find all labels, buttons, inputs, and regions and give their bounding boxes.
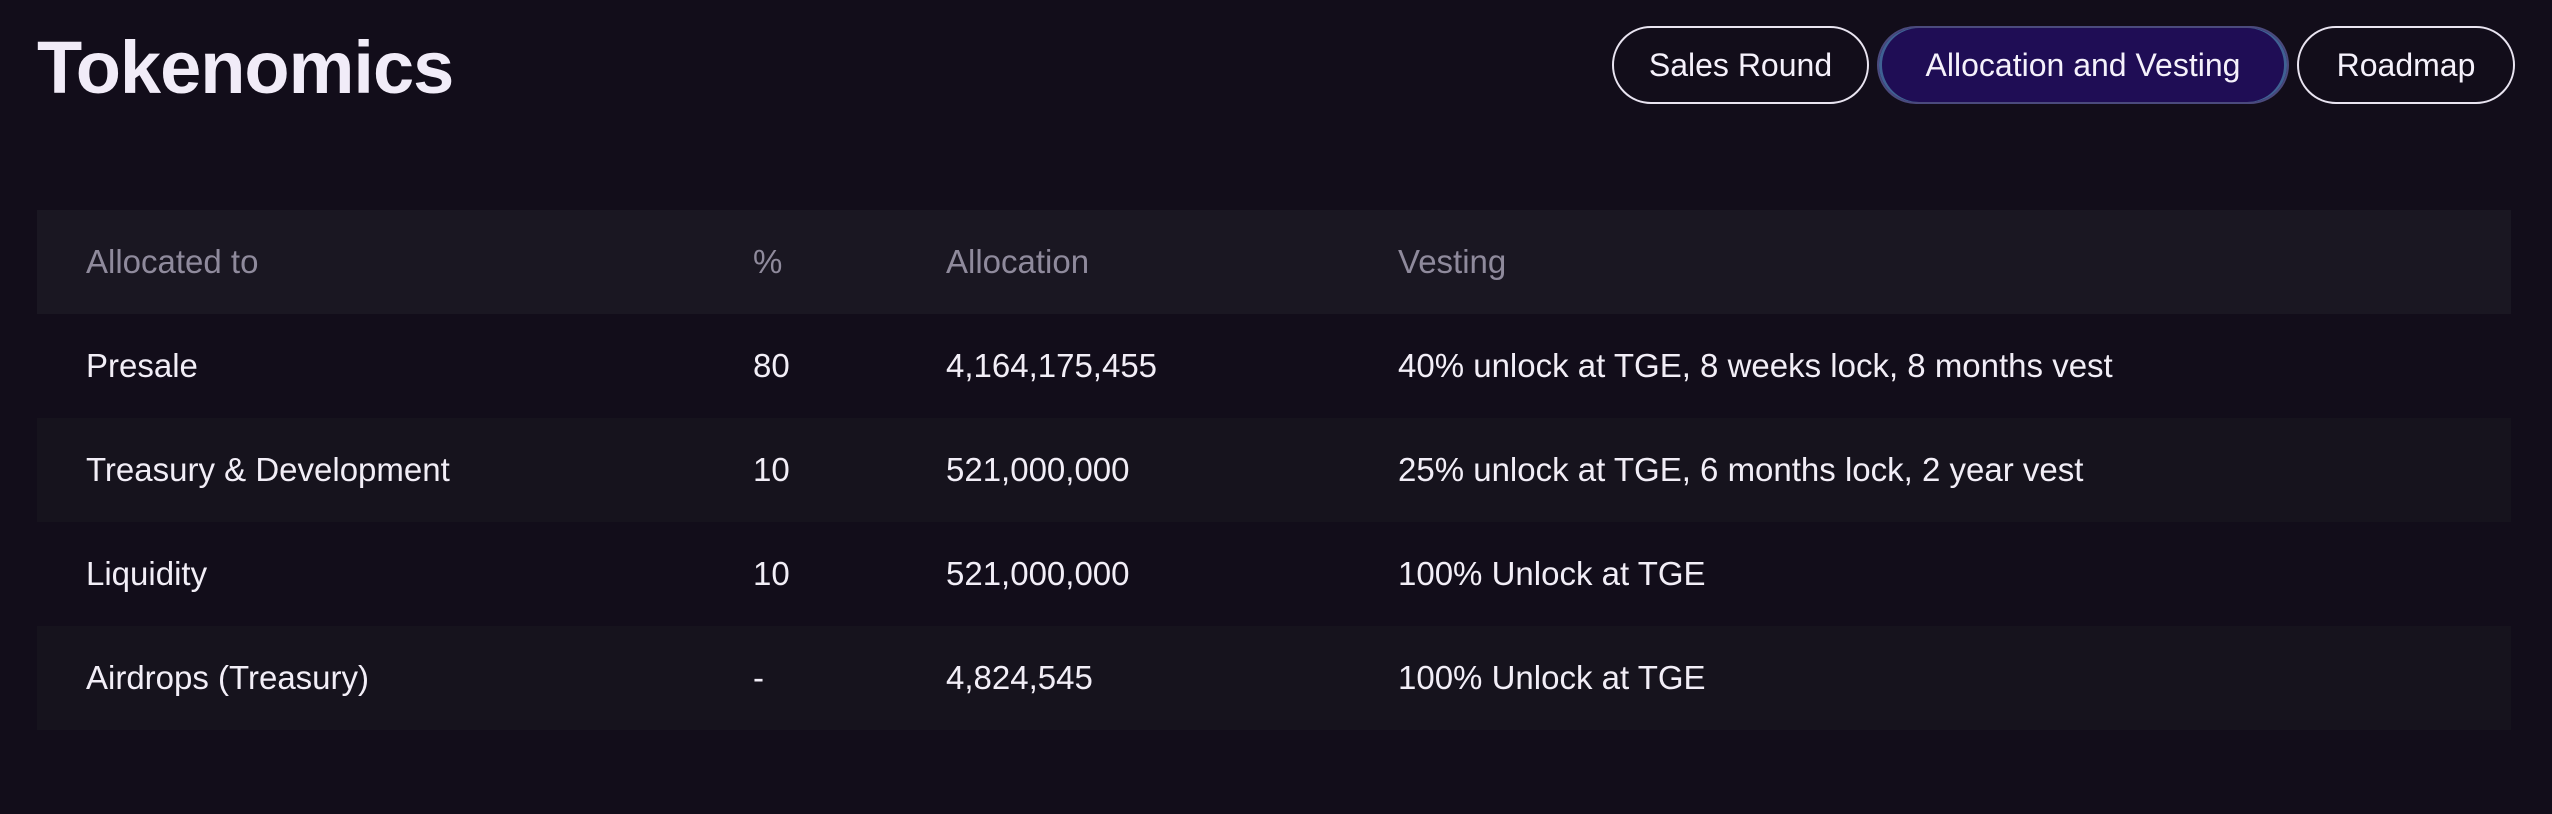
cell-allocation: 521,000,000 (946, 555, 1130, 592)
cell-percent: 80 (753, 347, 790, 384)
cell-percent: 10 (753, 451, 790, 488)
cell-allocated-to: Airdrops (Treasury) (86, 659, 369, 696)
table-row: Airdrops (Treasury) - 4,824,545 100% Unl… (37, 626, 2511, 730)
cell-allocated-to: Presale (86, 347, 198, 384)
tab-roadmap[interactable]: Roadmap (2297, 26, 2515, 104)
cell-vesting: 100% Unlock at TGE (1398, 659, 1706, 696)
table-row: Liquidity 10 521,000,000 100% Unlock at … (37, 522, 2511, 626)
cell-allocation: 521,000,000 (946, 451, 1130, 488)
tab-bar: Sales Round Allocation and Vesting Roadm… (1612, 26, 2515, 108)
cell-vesting: 40% unlock at TGE, 8 weeks lock, 8 month… (1398, 347, 2113, 384)
cell-allocated-to: Liquidity (86, 555, 208, 592)
tab-sales-round[interactable]: Sales Round (1612, 26, 1869, 104)
tab-allocation-and-vesting[interactable]: Allocation and Vesting (1877, 26, 2289, 104)
cell-allocated-to: Treasury & Development (86, 451, 450, 488)
table-row: Treasury & Development 10 521,000,000 25… (37, 418, 2511, 522)
table-row: Presale 80 4,164,175,455 40% unlock at T… (37, 314, 2511, 418)
header-vesting: Vesting (1398, 243, 1507, 280)
cell-allocation: 4,824,545 (946, 659, 1093, 696)
cell-allocation: 4,164,175,455 (946, 347, 1158, 384)
tokenomics-table: Allocated to % Allocation Vesting Presal… (37, 210, 2511, 730)
cell-vesting: 100% Unlock at TGE (1398, 555, 1706, 592)
header-allocation: Allocation (946, 243, 1090, 280)
header-allocated-to: Allocated to (86, 243, 259, 280)
table-header-row: Allocated to % Allocation Vesting (37, 210, 2511, 314)
cell-percent: - (753, 659, 764, 696)
page-title: Tokenomics (37, 26, 454, 109)
cell-vesting: 25% unlock at TGE, 6 months lock, 2 year… (1398, 451, 2084, 488)
header-percent: % (753, 243, 783, 280)
cell-percent: 10 (753, 555, 790, 592)
